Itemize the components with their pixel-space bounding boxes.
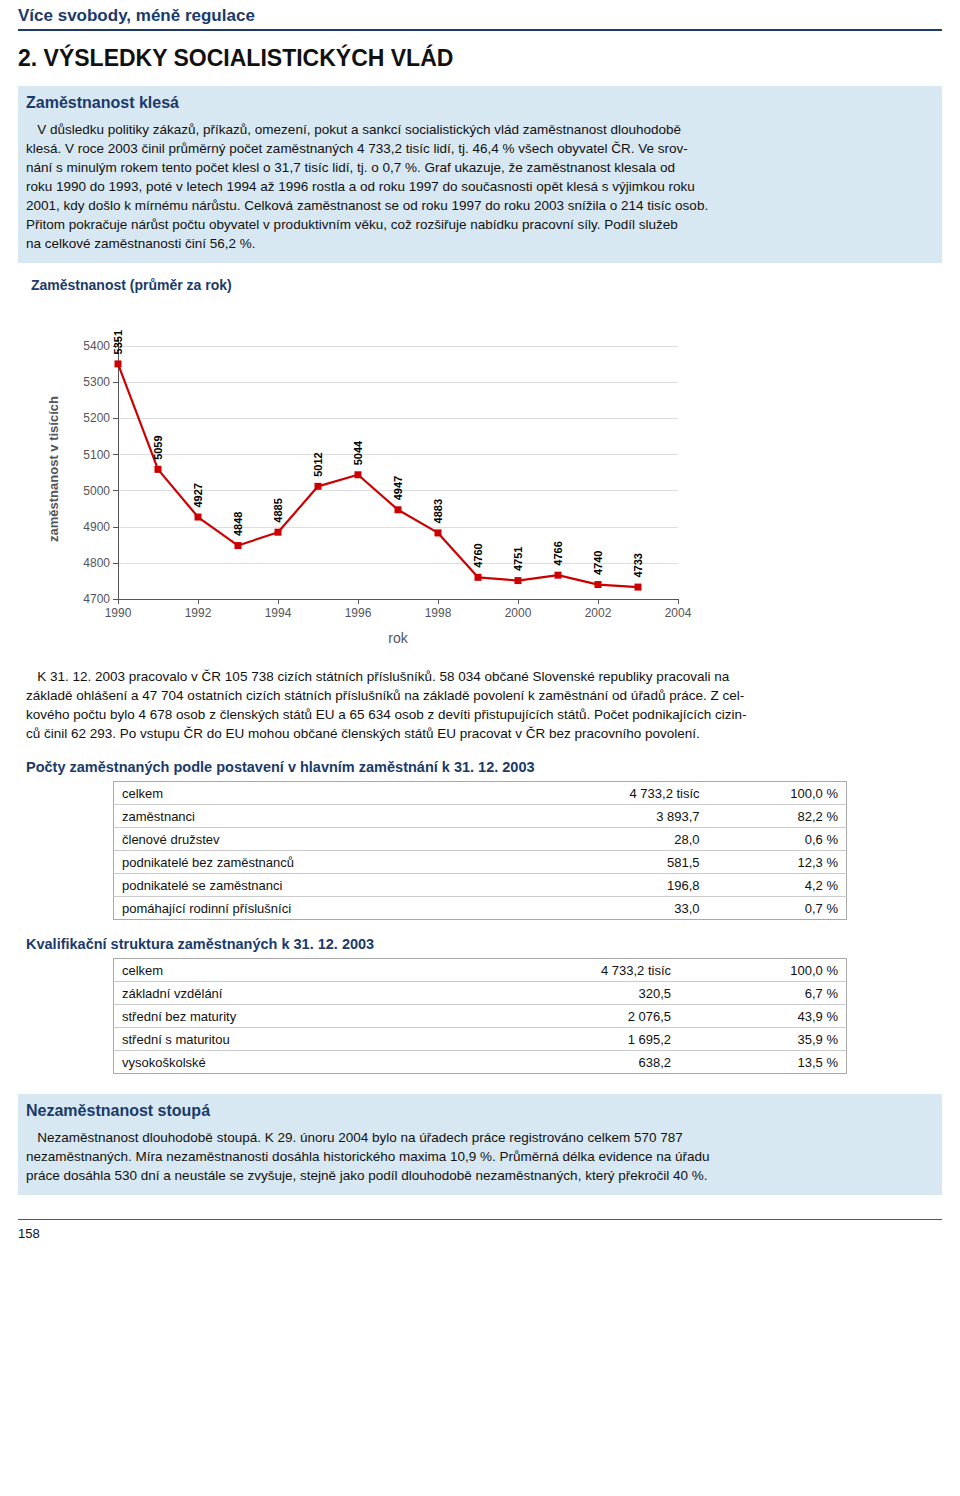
html-text:K 31. 12. 2003 pracovalo v ČR: K 31. 12. 2003 pracovalo v ČR 105 738 ci… xyxy=(26,669,730,684)
html-text:celkem: celkem xyxy=(122,962,164,978)
html-text:28,0: 28,0 xyxy=(674,831,700,847)
html-text:1 695,2: 1 695,2 xyxy=(627,1031,671,1047)
svg-text:5400: 5400 xyxy=(83,339,110,353)
svg-text:4700: 4700 xyxy=(83,592,110,606)
html-text:4 733,2 tisíc: 4 733,2 tisíc xyxy=(629,785,700,801)
html-text:nezaměstnaných. Míra nezaměstn: nezaměstnaných. Míra nezaměstnanosti dos… xyxy=(26,1149,710,1164)
svg-text:2004: 2004 xyxy=(665,606,692,620)
svg-text:rok: rok xyxy=(388,630,408,646)
html-text:12,3 %: 12,3 % xyxy=(797,854,838,870)
svg-text:5044: 5044 xyxy=(352,440,364,465)
html-text:581,5: 581,5 xyxy=(667,854,700,870)
html-text:celkem: celkem xyxy=(122,785,164,801)
html-text:vysokoškolské: vysokoškolské xyxy=(122,1054,206,1070)
html-text:0,7 %: 0,7 % xyxy=(804,900,838,916)
html-text:2001, kdy došlo k mírnému nárů: 2001, kdy došlo k mírnému nárůstu. Celko… xyxy=(26,198,709,213)
html-text:zaměstnanci: zaměstnanci xyxy=(122,808,195,824)
html-text:Nezaměstnanost stoupá: Nezaměstnanost stoupá xyxy=(26,1102,210,1119)
html-text:43,9 %: 43,9 % xyxy=(797,1008,838,1024)
html-text:roku 1990 do 1993, poté v lete: roku 1990 do 1993, poté v letech 1994 až… xyxy=(26,179,695,194)
html-text:Nezaměstnanost dlouhodobě stou: Nezaměstnanost dlouhodobě stoupá. K 29. … xyxy=(26,1130,683,1145)
svg-text:4927: 4927 xyxy=(192,483,204,507)
html-text:100,0 %: 100,0 % xyxy=(790,785,838,801)
svg-text:5000: 5000 xyxy=(83,484,110,498)
svg-text:4760: 4760 xyxy=(472,543,484,567)
svg-text:4885: 4885 xyxy=(272,498,284,522)
svg-text:4800: 4800 xyxy=(83,556,110,570)
html-text:podnikatelé se zaměstnanci: podnikatelé se zaměstnanci xyxy=(122,877,283,893)
html-text:základě ohlášení a 47 704 osta: základě ohlášení a 47 704 ostatních cizí… xyxy=(26,688,745,703)
html-text:ců činil 62 293. Po vstupu ČR: ců činil 62 293. Po vstupu ČR do EU moho… xyxy=(26,726,700,741)
svg-text:1996: 1996 xyxy=(345,606,372,620)
svg-text:1992: 1992 xyxy=(185,606,212,620)
svg-text:5012: 5012 xyxy=(312,452,324,476)
html-text:3 893,7: 3 893,7 xyxy=(656,808,700,824)
svg-text:4947: 4947 xyxy=(392,476,404,500)
html-text:2 076,5: 2 076,5 xyxy=(627,1008,671,1024)
html-text:320,5: 320,5 xyxy=(638,985,671,1001)
html-text:6,7 %: 6,7 % xyxy=(804,985,838,1001)
html-text:základní vzdělání: základní vzdělání xyxy=(122,985,223,1001)
svg-text:5100: 5100 xyxy=(83,448,110,462)
html-text:práce dosáhla 530 dní a neustá: práce dosáhla 530 dní a neustále se zvyš… xyxy=(26,1168,708,1183)
svg-text:zaměstnanost v tisících: zaměstnanost v tisících xyxy=(46,396,61,542)
svg-text:5059: 5059 xyxy=(152,435,164,459)
html-text:V důsledku politiky zákazů, př: V důsledku politiky zákazů, příkazů, ome… xyxy=(26,122,682,137)
svg-text:Zaměstnanost (průměr za rok): Zaměstnanost (průměr za rok) xyxy=(31,277,232,293)
html-text:13,5 %: 13,5 % xyxy=(797,1054,838,1070)
html-text:2. VÝSLEDKY SOCIALISTICKÝCH VL: 2. VÝSLEDKY SOCIALISTICKÝCH VLÁD xyxy=(18,45,454,71)
html-text:Přitom pokračuje nárůst počtu: Přitom pokračuje nárůst počtu obyvatel v… xyxy=(26,217,678,232)
svg-text:4740: 4740 xyxy=(592,551,604,575)
svg-text:1998: 1998 xyxy=(425,606,452,620)
html-text:196,8: 196,8 xyxy=(667,877,700,893)
html-text:35,9 %: 35,9 % xyxy=(797,1031,838,1047)
svg-text:5300: 5300 xyxy=(83,375,110,389)
html-text:Více svobody, méně regulace: Více svobody, méně regulace xyxy=(18,6,255,25)
svg-text:4900: 4900 xyxy=(83,520,110,534)
html-text:kového počtu bylo 4 678 osob z: kového počtu bylo 4 678 osob z členských… xyxy=(26,707,747,722)
html-text:klesá. V roce 2003 činil průmě: klesá. V roce 2003 činil průměrný počet … xyxy=(26,141,688,156)
html-text:střední bez maturity: střední bez maturity xyxy=(122,1008,237,1024)
html-text:82,2 %: 82,2 % xyxy=(797,808,838,824)
html-text:nání s minulým rokem tento poč: nání s minulým rokem tento počet klesl o… xyxy=(26,160,676,175)
html-text:střední s maturitou: střední s maturitou xyxy=(122,1031,230,1047)
svg-text:4848: 4848 xyxy=(232,512,244,536)
html-text:4 733,2 tisíc: 4 733,2 tisíc xyxy=(600,962,671,978)
svg-text:2000: 2000 xyxy=(505,606,532,620)
svg-text:4733: 4733 xyxy=(632,553,644,577)
svg-text:2002: 2002 xyxy=(585,606,612,620)
html-text:členové družstev: členové družstev xyxy=(122,831,220,847)
html-text:Zaměstnanost klesá: Zaměstnanost klesá xyxy=(26,94,179,111)
html-text:na celkové zaměstnanosti činí: na celkové zaměstnanosti činí 56,2 %. xyxy=(26,236,256,251)
html-text:4,2 %: 4,2 % xyxy=(804,877,838,893)
html-text:Počty zaměstnaných podle posta: Počty zaměstnaných podle postavení v hla… xyxy=(26,759,535,775)
html-text:pomáhající rodinní příslušníci: pomáhající rodinní příslušníci xyxy=(122,900,292,916)
html-text:638,2: 638,2 xyxy=(638,1054,671,1070)
svg-text:5351: 5351 xyxy=(112,330,124,354)
html-text:podnikatelé bez zaměstnanců: podnikatelé bez zaměstnanců xyxy=(122,854,294,870)
svg-text:4751: 4751 xyxy=(512,547,524,571)
svg-text:1990: 1990 xyxy=(105,606,132,620)
svg-text:5200: 5200 xyxy=(83,411,110,425)
svg-text:4766: 4766 xyxy=(552,541,564,565)
html-text:0,6 %: 0,6 % xyxy=(804,831,838,847)
svg-text:1994: 1994 xyxy=(265,606,292,620)
svg-text:4883: 4883 xyxy=(432,499,444,523)
html-text:100,0 %: 100,0 % xyxy=(790,962,838,978)
html-text:158: 158 xyxy=(18,1226,40,1241)
html-text:33,0: 33,0 xyxy=(674,900,700,916)
html-text:Kvalifikační struktura zaměstn: Kvalifikační struktura zaměstnaných k 31… xyxy=(26,936,375,952)
